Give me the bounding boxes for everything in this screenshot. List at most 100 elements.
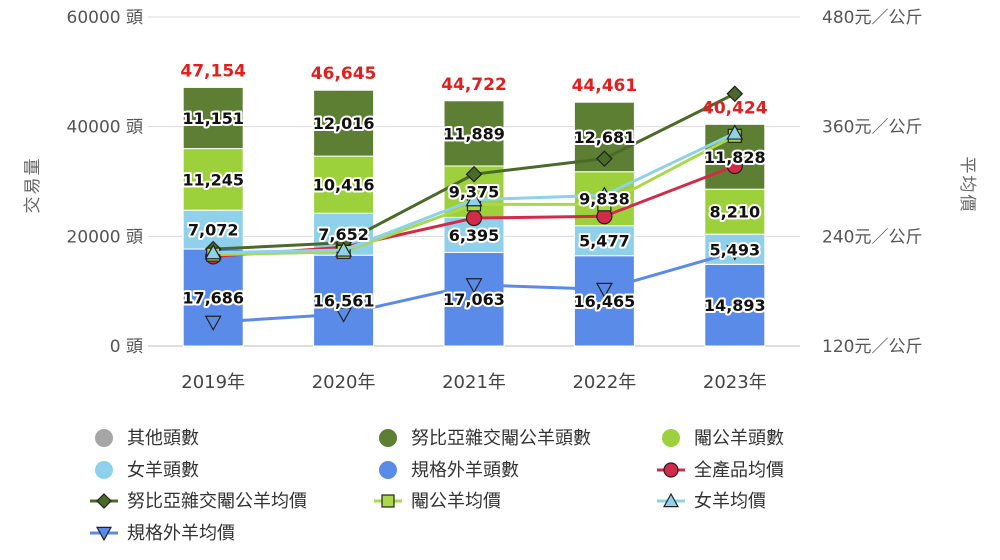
legend-item: 全產品均價: [657, 460, 784, 481]
right-tick-label: 240元／公斤: [822, 227, 922, 247]
bar-value-label: 11,151: [182, 109, 244, 128]
marker-triangle-down: [595, 282, 613, 299]
legend-label: 規格外羊頭數: [411, 460, 519, 481]
left-tick-label: 60000 頭: [67, 8, 143, 28]
bar-value-label: 9,838: [579, 190, 630, 209]
bar-value-label: 16,465: [574, 292, 636, 311]
bar-value-label: 5,493: [709, 240, 760, 259]
x-tick-label: 2023年: [703, 372, 767, 393]
bar-segment: [313, 155, 375, 214]
legend-swatch: [379, 429, 397, 447]
bar-value-label: 17,063: [443, 290, 505, 309]
marker-diamond: [596, 150, 613, 168]
bar-segment: [704, 263, 766, 347]
price-lines: [204, 85, 744, 331]
x-tick-label: 2021年: [442, 372, 506, 393]
bar-segment: [704, 188, 766, 235]
legend-item: 閹公羊均價: [374, 491, 501, 512]
right-tick-label: 480元／公斤: [822, 8, 922, 28]
bar-value-label: 5,477: [579, 232, 630, 251]
marker-triangle-down: [204, 315, 222, 331]
bar-value-label: 9,375: [449, 183, 500, 202]
stacked-bars: [182, 86, 766, 347]
data-labels: 17,686 7,072 11,245 11,151 47,154 16,561 7,652…: [180, 61, 768, 317]
marker-triangle-up: [662, 492, 680, 508]
marker-circle: [663, 462, 679, 478]
legend-item: 其他頭數: [95, 428, 199, 449]
legend-item: 規格外羊頭數: [379, 460, 519, 481]
bar-segment: [182, 86, 244, 150]
marker-diamond: [465, 165, 483, 183]
left-axis-title: 交易量: [23, 157, 43, 214]
legend-item: 規格外羊均價: [90, 523, 235, 544]
marker-triangle-up: [335, 241, 353, 257]
legend-swatch: [662, 429, 680, 447]
legend-label: 努比亞雜交閹公羊均價: [127, 491, 307, 512]
left-tick-label: 40000 頭: [67, 118, 143, 138]
bar-value-label: 14,893: [704, 296, 766, 315]
legend-item: 女羊均價: [657, 491, 766, 512]
bar-value-label: 11,828: [704, 148, 766, 167]
right-axis: 平均價 120元／公斤 240元／公斤 360元／公斤 480元／公斤: [822, 8, 977, 357]
x-tick-label: 2020年: [312, 372, 376, 393]
x-tick-label: 2022年: [572, 372, 636, 393]
bar-value-label: 17,686: [182, 289, 244, 308]
bar-value-label: 16,561: [313, 292, 375, 311]
bar-value-label: 10,416: [313, 176, 375, 195]
left-tick-label: 0 頭: [110, 337, 143, 357]
bar-segment: [573, 255, 635, 347]
marker-triangle-down: [95, 526, 113, 542]
marker-diamond: [96, 493, 112, 509]
total-label: 44,461: [572, 76, 638, 96]
bar-segment: [313, 254, 375, 347]
marker-triangle-up: [595, 186, 613, 202]
legend-item: 女羊頭數: [95, 460, 199, 481]
marker-triangle-up: [726, 124, 744, 140]
legend-swatch: [379, 461, 397, 479]
bar-value-label: 11,889: [443, 124, 505, 143]
marker-circle: [726, 157, 743, 175]
legend-label: 其他頭數: [127, 428, 199, 449]
bar-segment: [443, 100, 505, 167]
legend-label: 努比亞雜交閹公羊頭數: [411, 428, 591, 449]
legend-item: 閹公羊頭數: [662, 428, 784, 449]
left-tick-label: 20000 頭: [67, 227, 143, 247]
legend-label: 全產品均價: [694, 460, 784, 481]
x-tick-label: 2019年: [181, 372, 245, 393]
marker-triangle-down: [465, 278, 483, 294]
marker-triangle-up: [204, 244, 222, 260]
legend-label: 規格外羊均價: [127, 523, 235, 544]
right-tick-label: 120元／公斤: [822, 337, 922, 357]
marker-square: [381, 494, 395, 508]
x-axis: 2019年 2020年 2021年 2022年 2023年: [181, 372, 766, 393]
bar-value-label: 8,210: [709, 203, 760, 222]
legend-swatch: [95, 461, 113, 479]
legend-label: 女羊均價: [694, 491, 766, 512]
total-label: 44,722: [441, 75, 507, 95]
marker-triangle-down: [726, 245, 744, 261]
total-label: 47,154: [180, 61, 246, 81]
legend-swatch: [95, 429, 113, 447]
marker-diamond: [726, 85, 744, 103]
bar-value-label: 11,245: [182, 170, 244, 189]
bar-segment: [313, 89, 375, 157]
total-label: 40,424: [702, 98, 768, 118]
marker-triangle-up: [465, 191, 483, 207]
bar-value-label: 7,072: [188, 221, 239, 240]
bar-value-label: 12,681: [574, 128, 636, 147]
legend-item: 努比亞雜交閹公羊均價: [90, 491, 307, 512]
bar-value-label: 7,652: [318, 225, 369, 244]
right-axis-title: 平均價: [957, 157, 977, 214]
marker-circle: [465, 209, 483, 227]
bar-value-label: 6,395: [449, 226, 500, 245]
bar-value-label: 12,016: [313, 114, 375, 133]
legend-label: 女羊頭數: [127, 460, 199, 481]
bar-segment: [443, 251, 505, 347]
legend-label: 閹公羊頭數: [694, 428, 784, 449]
right-tick-label: 360元／公斤: [822, 118, 922, 138]
legend-label: 閹公羊均價: [411, 491, 501, 512]
left-axis: 交易量 0 頭 20000 頭 40000 頭 60000 頭: [23, 8, 143, 357]
total-label: 46,645: [311, 64, 377, 84]
